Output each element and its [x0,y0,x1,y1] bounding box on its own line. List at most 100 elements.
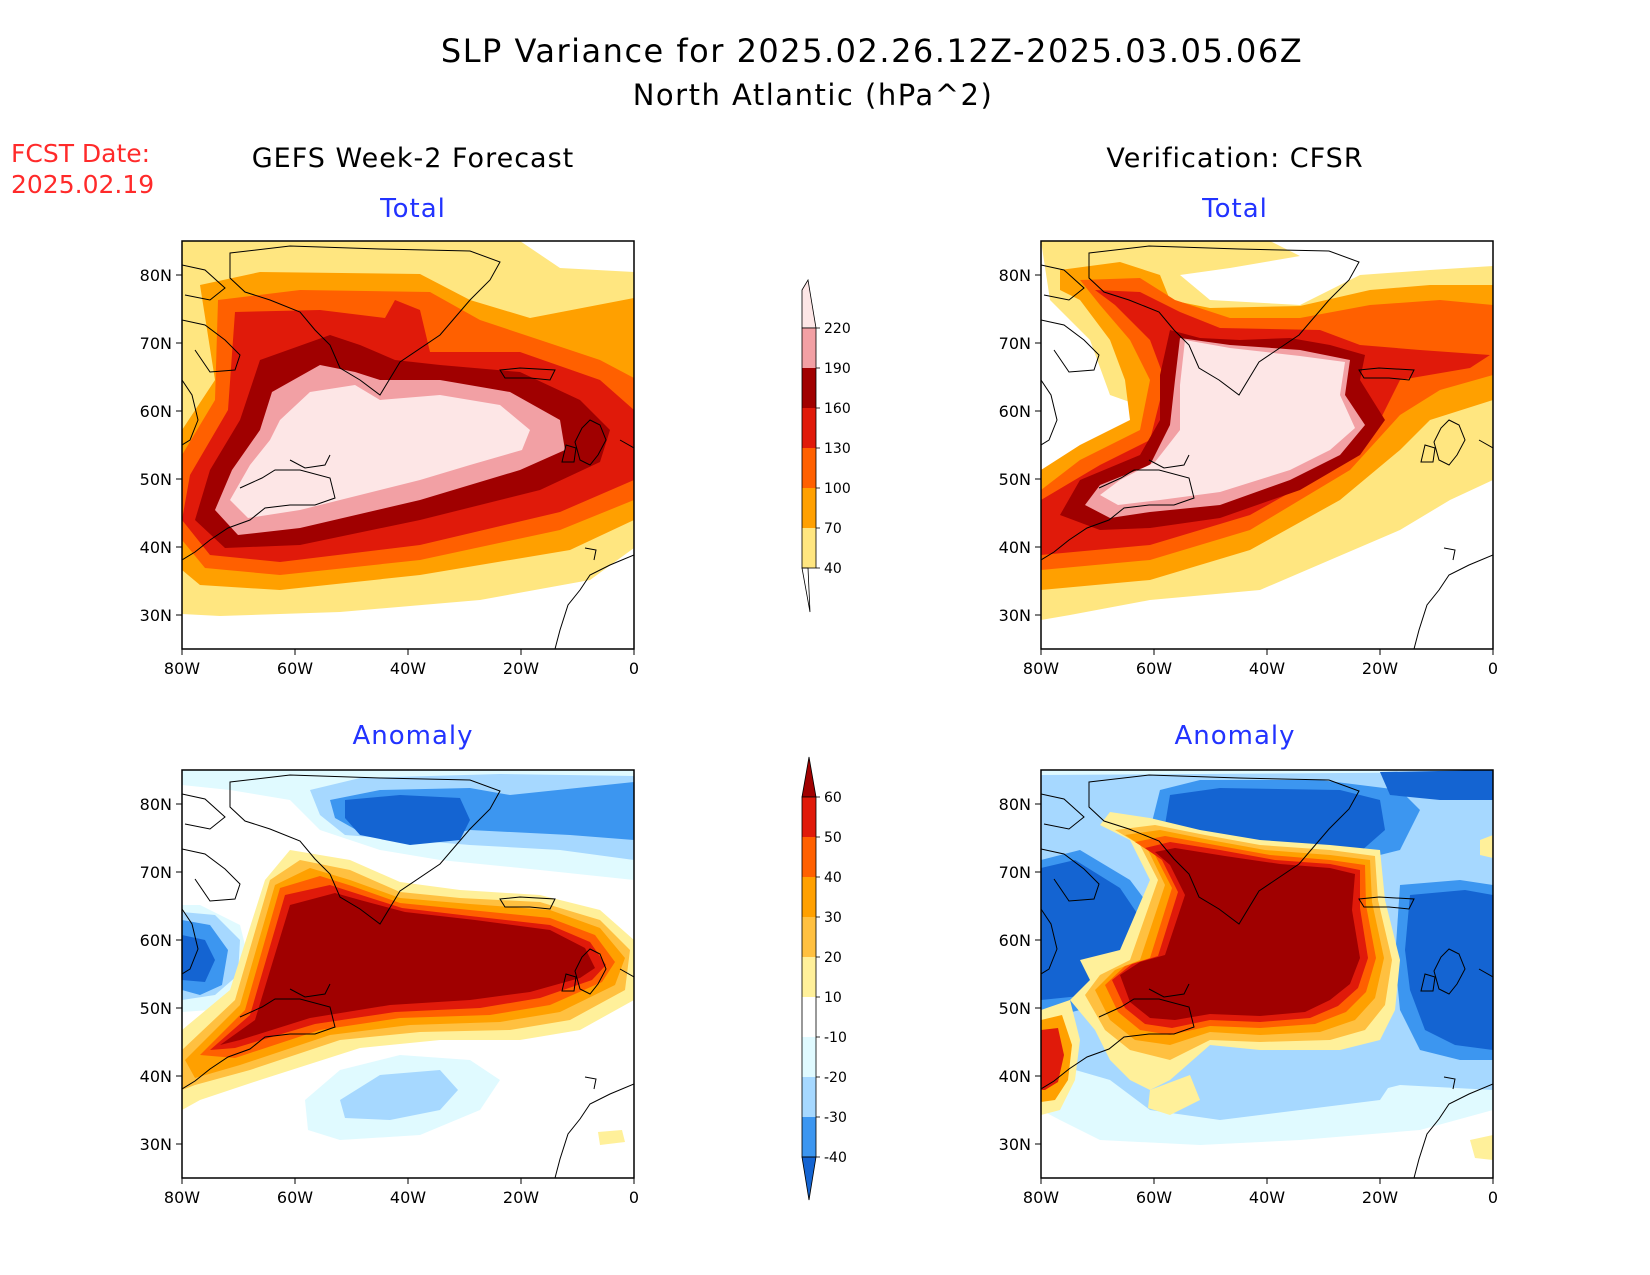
axes-layer: 80W 60W 40W 20W 0 80N 70N 60N 50N 40N 30N 80W 60W 40W… [140,266,1498,1207]
colorbar-label: 30 [824,910,842,926]
colorbar-segment [802,1037,816,1077]
main-subtitle: North Atlantic (hPa^2) [633,78,994,112]
cfsr-anomaly-coastlines [1041,774,1493,1178]
lon-tick-label: 40W [1249,1188,1285,1207]
lat-tick-label: 30N [999,1135,1031,1154]
colorbar-segment [802,877,816,917]
lat-tick-label: 50N [999,470,1031,489]
colorbar-label: -10 [824,1030,847,1046]
colorbar-bottom-tip [801,567,811,613]
lon-tick-label: 80W [1023,659,1059,678]
colorbar-label: 70 [824,521,842,537]
lon-tick-label: 60W [277,659,313,678]
lat-tick-label: 40N [140,538,172,557]
colorbar-outline [801,796,817,1158]
lat-tick-label: 70N [999,863,1031,882]
lat-tick-label: 70N [999,334,1031,353]
cfsr-total-coastlines [1041,245,1493,649]
lat-tick-label: 60N [140,931,172,950]
lat-tick-label: 60N [999,931,1031,950]
colorbar-label: 40 [824,870,842,886]
lon-tick-label: 40W [1249,659,1285,678]
colorbar-segment [802,797,816,837]
lon-tick-label: 0 [1488,659,1498,678]
colorbar-segment [802,1117,816,1157]
lon-tick-label: 60W [277,1188,313,1207]
colorbar-total: 220 190 160 130 100 70 40 [801,278,851,613]
lat-tick-label: 60N [140,402,172,421]
panel-title-total-left: Total [379,194,446,224]
right-column-title: Verification: CFSR [1106,143,1363,174]
lon-tick-label: 0 [629,659,639,678]
gefs-total-coastlines [182,245,634,649]
panel-gefs-anomaly [181,769,635,1179]
colorbar-label: 50 [824,830,842,846]
lon-tick-label: 40W [390,659,426,678]
colorbar-label: 130 [824,441,851,457]
lon-tick-label: 20W [503,659,539,678]
colorbar-top-tip [801,756,817,798]
colorbar-label: -20 [824,1070,847,1086]
lat-tick-label: 50N [140,470,172,489]
lon-tick-label: 80W [1023,1188,1059,1207]
lat-tick-label: 30N [140,606,172,625]
left-column-title: GEFS Week-2 Forecast [252,143,574,174]
colorbar-segment [802,528,816,568]
cfsr-total-field [1041,241,1493,649]
colorbar-label: 100 [824,481,851,497]
panel-cfsr-anomaly [1040,769,1494,1179]
gefs-anomaly-field [182,770,634,1178]
colorbar-segment [802,328,816,368]
lat-tick-label: 60N [999,402,1031,421]
lat-tick-label: 80N [140,266,172,285]
gefs-anomaly-coastlines [182,774,634,1178]
colorbar-segment [802,1077,816,1117]
lon-tick-label: 80W [164,1188,200,1207]
panel-cfsr-total [1040,240,1494,650]
colorbar-label: 160 [824,401,851,417]
lon-tick-label: 20W [1362,659,1398,678]
lat-tick-label: 80N [999,795,1031,814]
gefs-total-field [182,241,634,649]
lat-tick-label: 30N [140,1135,172,1154]
colorbar-segment [802,917,816,957]
colorbar-segment [802,488,816,528]
lat-tick-label: 70N [140,334,172,353]
fcst-date: 2025.02.19 [11,170,154,199]
lat-tick-label: 40N [999,538,1031,557]
lon-tick-label: 0 [1488,1188,1498,1207]
lat-tick-label: 80N [999,266,1031,285]
lon-tick-label: 60W [1136,1188,1172,1207]
lon-tick-label: 40W [390,1188,426,1207]
lat-tick-label: 50N [140,999,172,1018]
panel-title-total-right: Total [1201,194,1268,224]
colorbar-label: 190 [824,361,851,377]
colorbar-label: -30 [824,1110,847,1126]
colorbar-segment [802,837,816,877]
colorbar-label: 10 [824,990,842,1006]
colorbar-segment [802,957,816,997]
panel-title-anomaly-left: Anomaly [352,721,473,751]
lat-tick-label: 30N [999,606,1031,625]
colorbar-anomaly: 60 50 40 30 20 10 -10 -20 -30 -40 [801,756,847,1201]
panel-title-anomaly-right: Anomaly [1174,721,1295,751]
lon-tick-label: 60W [1136,659,1172,678]
colorbar-label: 220 [824,321,851,337]
colorbar-segment [802,368,816,408]
colorbar-bottom-tip [801,1156,817,1201]
lat-tick-label: 40N [140,1067,172,1086]
lat-tick-label: 70N [140,863,172,882]
lat-tick-label: 80N [140,795,172,814]
colorbar-top-tip [801,278,817,329]
colorbar-label: 20 [824,950,842,966]
cfsr-anomaly-field [1041,770,1493,1178]
fcst-label: FCST Date: [11,139,150,168]
main-title: SLP Variance for 2025.02.26.12Z-2025.03.… [441,32,1303,70]
lon-tick-label: 20W [1362,1188,1398,1207]
lon-tick-label: 80W [164,659,200,678]
colorbar-label: 60 [824,790,842,806]
colorbar-segment [802,997,816,1037]
lat-tick-label: 40N [999,1067,1031,1086]
lon-tick-label: 20W [503,1188,539,1207]
